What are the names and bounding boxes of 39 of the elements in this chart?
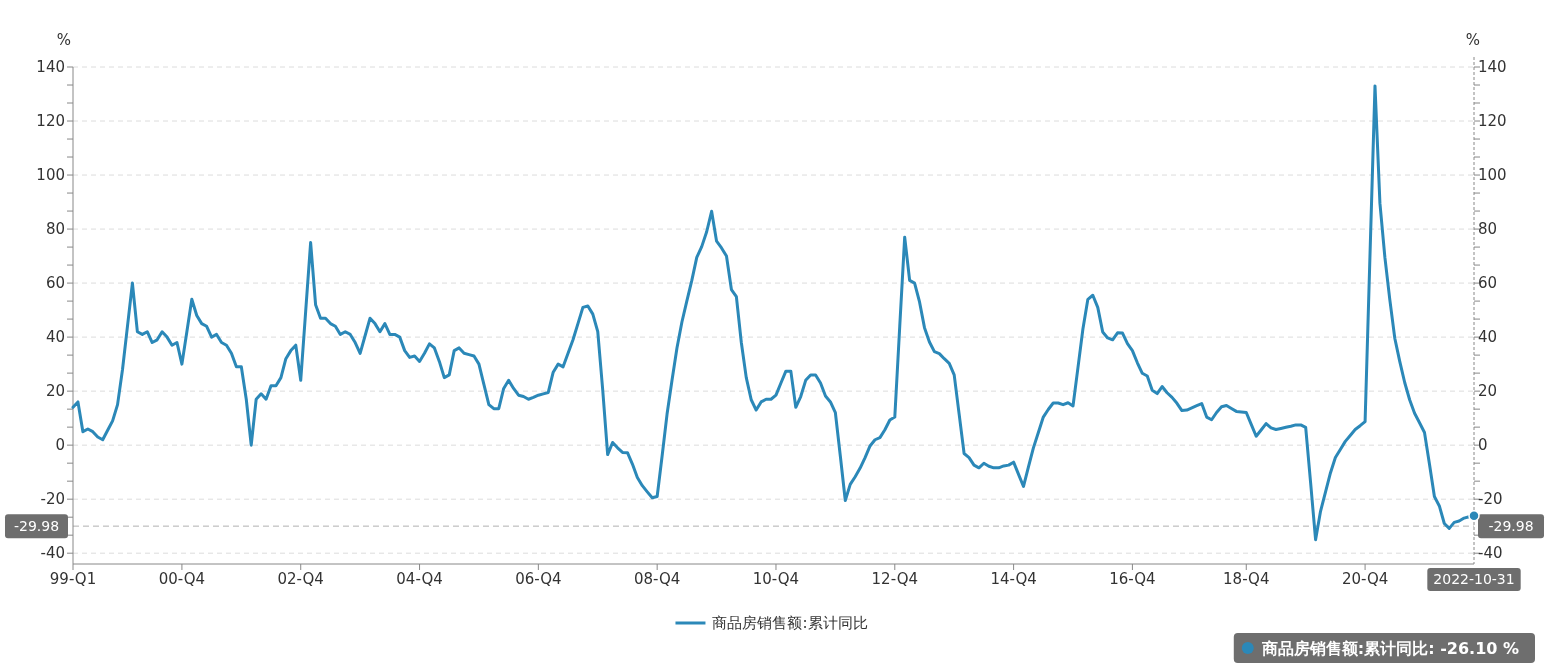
y2-tick-label: 60 (1478, 274, 1498, 293)
x-tick-label: 08-Q4 (633, 570, 681, 588)
y-tick-label: 100 (36, 166, 65, 185)
y-tick-label: 0 (55, 436, 65, 455)
y2-tick-label: -20 (1478, 490, 1503, 509)
text: 2022-10-31 (1433, 571, 1515, 587)
x-tick-label: 00-Q4 (158, 570, 206, 588)
x-tick-label: 20-Q4 (1341, 570, 1389, 588)
y2-tick-label: 40 (1478, 328, 1498, 347)
y2-tick-label: -40 (1478, 544, 1503, 563)
x-tick-label: 02-Q4 (277, 570, 324, 588)
y-tick-label: 80 (45, 220, 65, 239)
y-tick-label: 60 (45, 274, 65, 293)
x-tick-label: 12-Q4 (871, 570, 918, 588)
y-tick-label: 40 (45, 328, 65, 347)
legend-label: 商品房销售额:累计同比 (712, 614, 868, 632)
x-tick-label: 14-Q4 (990, 570, 1037, 588)
y2-tick-label: 120 (1478, 112, 1507, 131)
x-tick-label: 06-Q4 (515, 570, 562, 588)
y-axis-title: % (56, 31, 71, 49)
text: 商品房销售额:累计同比: -26.10 % (1260, 639, 1519, 658)
y2-tick-label: 100 (1478, 166, 1507, 185)
text: -29.98 (1488, 518, 1534, 535)
x-tick-label: 10-Q4 (752, 570, 800, 588)
y-tick-label: 140 (36, 58, 65, 76)
y2-tick-label: 20 (1478, 382, 1498, 401)
y-tick-label: 120 (36, 112, 65, 131)
x-tick-label: 18-Q4 (1223, 570, 1270, 588)
y-tick-label: -20 (40, 490, 65, 509)
y2-tick-label: 0 (1478, 436, 1488, 455)
x-tick-label: 04-Q4 (396, 570, 443, 588)
y-tick-label: -40 (40, 544, 65, 563)
y2-tick-label: 80 (1478, 220, 1498, 239)
ref-line-label: -29.98 (13, 518, 60, 535)
y-tick-label: 20 (45, 382, 65, 401)
y2-axis-title: % (1465, 31, 1480, 49)
y2-tick-label: 140 (1478, 58, 1507, 76)
x-tick-label: 16-Q4 (1109, 570, 1156, 588)
x-tick-label: 99-Q1 (49, 570, 97, 588)
